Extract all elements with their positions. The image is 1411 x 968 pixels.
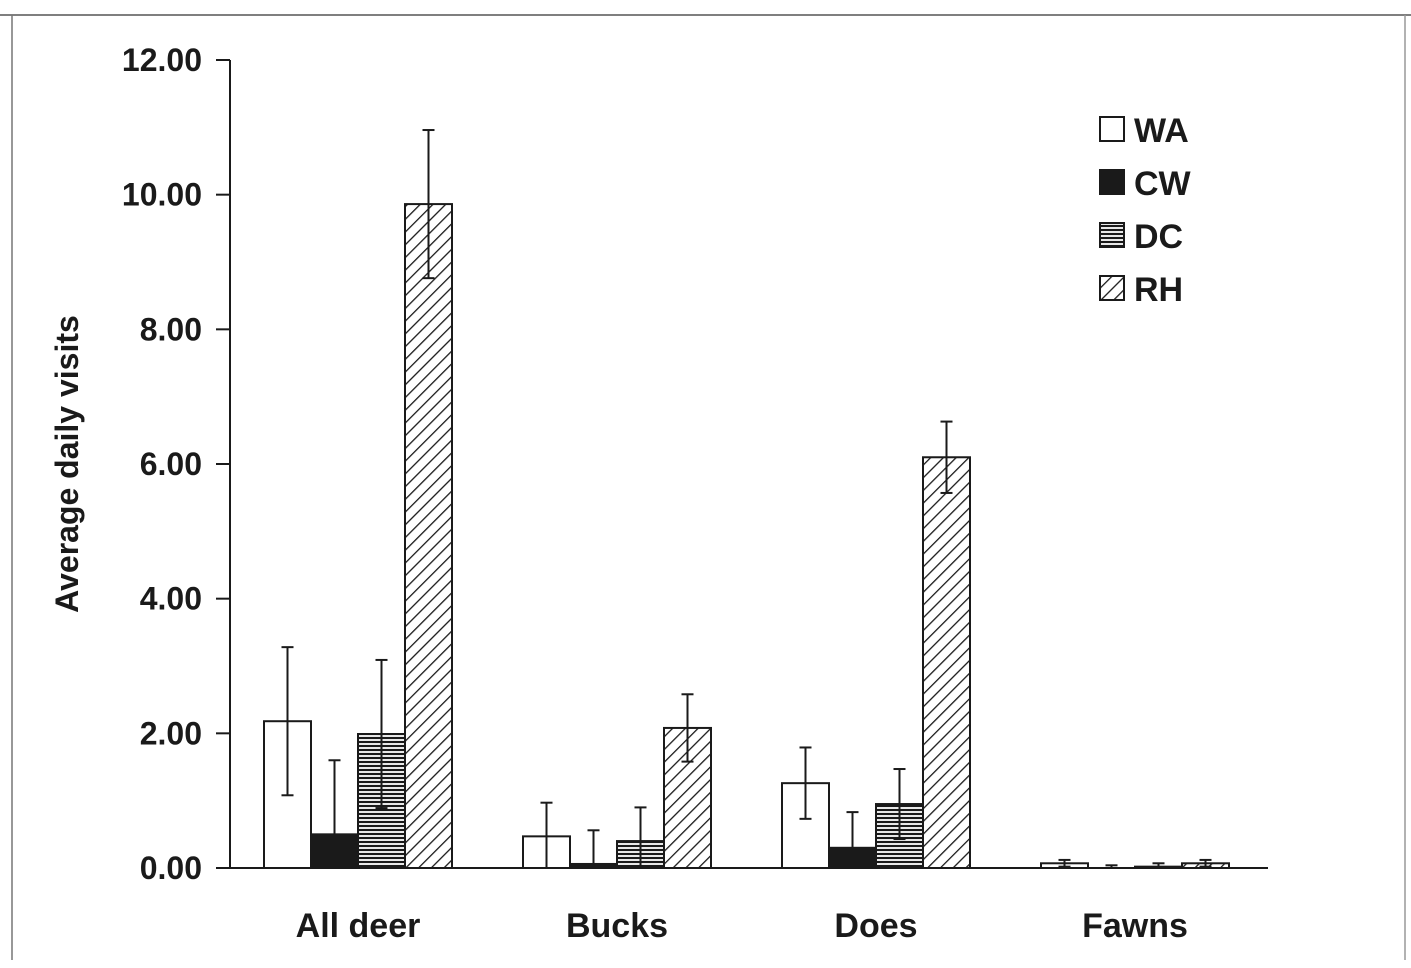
- category-label: Fawns: [1082, 907, 1188, 945]
- legend-label-wa: WA: [1134, 112, 1189, 150]
- legend: WA CW DC RH: [1099, 112, 1192, 309]
- bar-rh: [404, 203, 453, 870]
- category-label: Bucks: [566, 907, 668, 945]
- y-tick-label: 10.00: [122, 177, 202, 213]
- y-tick-label: 6.00: [140, 446, 202, 482]
- y-tick-label: 4.00: [140, 581, 202, 617]
- y-tick-label: 12.00: [122, 42, 202, 78]
- y-tick-label: 0.00: [140, 850, 202, 886]
- y-axis-title: Average daily visits: [49, 315, 85, 613]
- legend-swatch-wa: [1099, 116, 1125, 142]
- category-label: All deer: [296, 907, 421, 945]
- legend-label-rh: RH: [1134, 271, 1183, 309]
- legend-label-cw: CW: [1134, 165, 1192, 203]
- bar-rh: [922, 456, 971, 869]
- plot-area: 0.00 2.00 4.00 6.00 8.00 10.00 12.00 All deer Bu…: [122, 42, 1268, 945]
- category-label: Does: [834, 907, 917, 945]
- legend-swatch-cw: [1099, 169, 1125, 195]
- legend-swatch-dc: [1099, 222, 1125, 248]
- y-tick-label: 2.00: [140, 715, 202, 751]
- y-tick-label: 8.00: [140, 311, 202, 347]
- legend-swatch-rh: [1099, 275, 1125, 301]
- legend-label-dc: DC: [1134, 218, 1183, 256]
